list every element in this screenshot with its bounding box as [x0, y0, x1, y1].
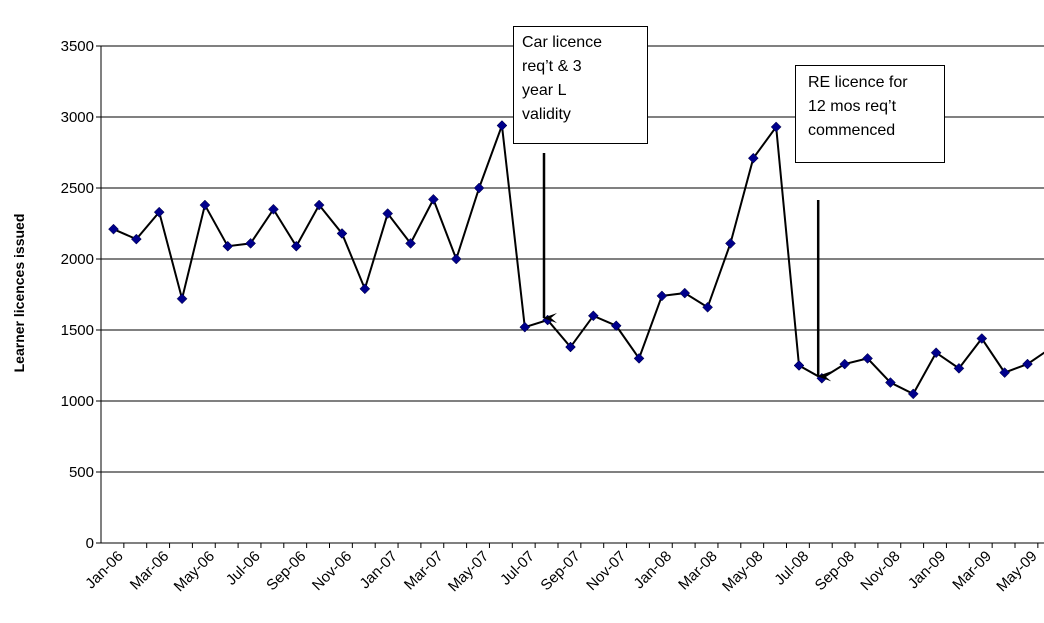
annotation-arrows [542, 153, 832, 382]
x-tick-label: Mar-08 [675, 548, 721, 594]
x-tick-label: Jan-07 [356, 548, 400, 592]
x-tick-label: Jan-06 [82, 548, 126, 592]
data-point [656, 290, 668, 302]
data-point [313, 199, 325, 211]
x-tick-label: May-09 [993, 548, 1040, 595]
data-point [747, 152, 759, 164]
x-tick-label: Sep-06 [263, 548, 309, 594]
data-point [679, 287, 691, 299]
y-axis-title: Learner licences issued [11, 214, 27, 373]
data-point [976, 333, 988, 344]
data-point [359, 283, 371, 295]
data-point [793, 360, 805, 371]
data-point [336, 228, 348, 239]
data-point [268, 203, 279, 215]
data-point [519, 321, 531, 333]
data-point [953, 362, 965, 374]
y-tick-label: 0 [86, 535, 94, 552]
x-tick-label: Sep-07 [537, 548, 583, 594]
x-tick-label: Mar-06 [127, 548, 173, 594]
annotation-re-licence: RE licence for 12 mos req’t commenced [795, 65, 945, 163]
data-point [702, 301, 713, 313]
x-tick-label: Nov-06 [309, 548, 355, 594]
x-tick-label: Jul-06 [223, 548, 264, 589]
x-tick-label: May-06 [171, 548, 218, 595]
data-point [770, 121, 782, 133]
data-point [930, 347, 942, 359]
series-path [113, 124, 1044, 396]
data-point [1022, 358, 1033, 370]
data-point [222, 240, 234, 252]
y-tick-label: 1500 [61, 322, 94, 339]
y-tick-label: 500 [69, 464, 94, 481]
x-tick-label: Sep-08 [812, 548, 858, 594]
x-tick-label: Mar-07 [401, 548, 447, 594]
y-axis-ticks: 0 500 1000 1500 2000 2500 3000 3500 [61, 38, 101, 552]
data-point [725, 238, 736, 249]
data-point [885, 377, 896, 388]
y-tick-label: 2500 [61, 180, 94, 197]
x-tick-label: May-08 [719, 548, 766, 595]
data-point [999, 367, 1011, 378]
data-point [610, 320, 622, 332]
y-tick-label: 1000 [61, 393, 94, 410]
data-point [496, 120, 508, 131]
data-point [245, 238, 256, 249]
data-point [473, 182, 485, 194]
x-tick-label: Nov-07 [583, 548, 629, 594]
x-tick-label: May-07 [445, 548, 492, 595]
data-point [587, 310, 599, 322]
data-point [839, 358, 851, 370]
data-point [108, 223, 119, 235]
data-point [176, 293, 188, 305]
data-point [633, 353, 645, 364]
x-tick-label: Nov-08 [857, 548, 903, 594]
data-point [382, 208, 394, 219]
annotation-car-licence: Car licence req’t & 3 year L validity [513, 26, 648, 144]
x-tick-label: Jan-09 [905, 548, 949, 592]
x-tick-label: Jan-08 [631, 548, 675, 592]
data-point [290, 240, 302, 252]
x-tick-label: Mar-09 [949, 548, 995, 594]
data-point [907, 388, 919, 400]
y-tick-label: 3000 [61, 109, 94, 126]
data-point [130, 233, 142, 245]
data-point [405, 238, 416, 249]
data-point [153, 206, 165, 218]
data-point [862, 353, 873, 364]
y-tick-label: 3500 [61, 38, 94, 55]
x-tick-label: Jul-07 [497, 548, 538, 589]
data-point [450, 253, 462, 265]
data-point [199, 199, 211, 211]
data-points [108, 120, 1033, 400]
x-tick-label: Jul-08 [771, 548, 812, 589]
data-point [428, 194, 439, 205]
axes [100, 46, 1044, 544]
y-tick-label: 2000 [61, 251, 94, 268]
series-line [113, 124, 1044, 396]
data-point [565, 341, 576, 353]
